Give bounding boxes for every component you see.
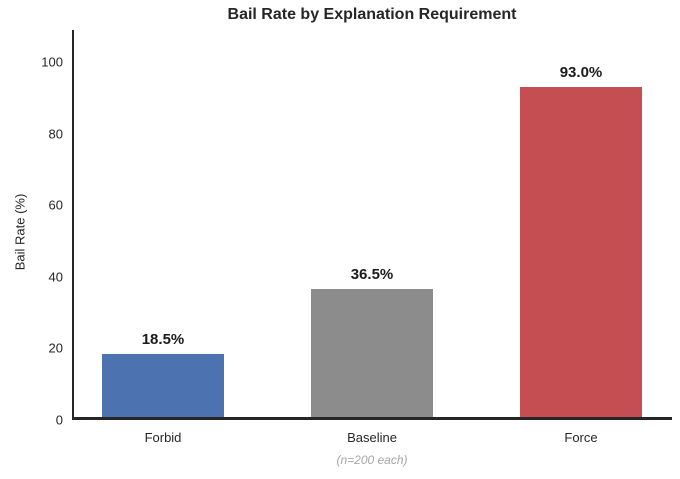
y-tick-label: 40 [48,269,63,285]
bar-baseline [311,289,433,420]
bar-value-label: 18.5% [141,330,185,348]
y-tick-label: 20 [48,340,63,356]
y-tick-label: 0 [55,412,63,428]
sample-size-note: (n=200 each) [336,453,408,467]
x-tick-label: Forbid [144,430,182,445]
bar-value-label: 36.5% [350,266,394,284]
y-tick-label: 60 [48,197,63,213]
x-axis-spine [72,417,672,420]
bar-group: 18.5% [102,30,224,420]
bar-group: 36.5% [311,30,433,420]
chart-title: Bail Rate by Explanation Requirement [227,6,517,23]
y-axis-label: Bail Rate (%) [12,193,28,271]
bar-value-label: 93.0% [559,64,603,82]
bar-forbid [102,353,224,420]
plot-area: 0 20 40 60 80 100 18.5% 36.5% 93.0% [41,30,672,427]
bar-force [520,87,642,420]
y-tick-label: 80 [48,126,63,142]
y-tick-label: 100 [41,54,63,70]
y-axis-spine [72,30,74,420]
x-tick-label: Force [564,430,598,445]
x-tick-labels: Forbid Baseline Force [72,430,672,446]
bar-group: 93.0% [520,30,642,420]
x-tick-label: Baseline [347,430,397,445]
